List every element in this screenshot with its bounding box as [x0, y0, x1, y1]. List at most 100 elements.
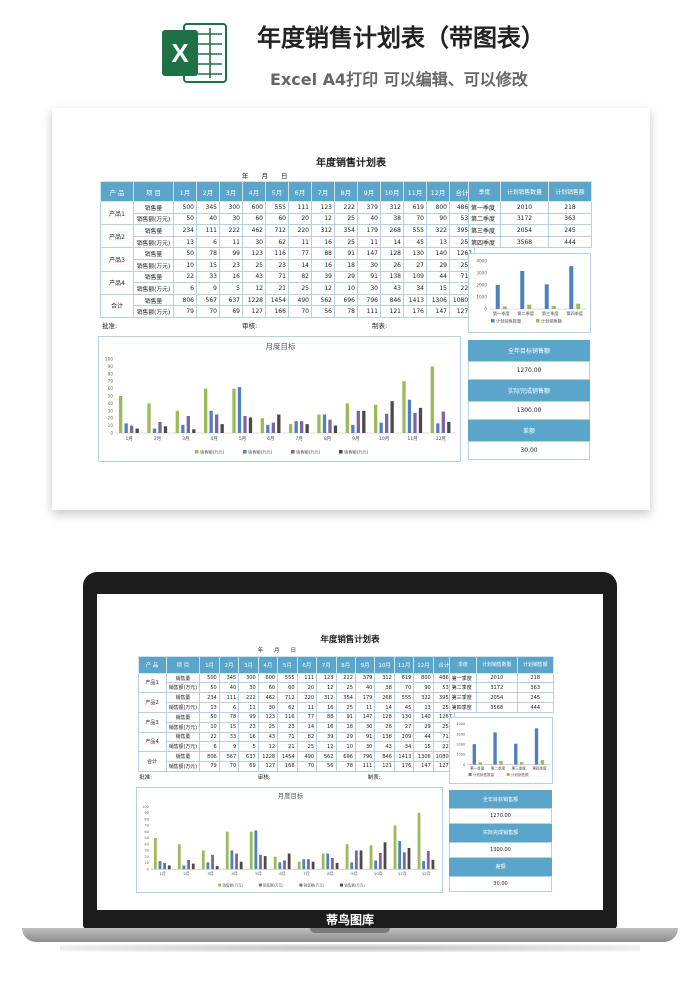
- column-header: 5月: [265, 181, 289, 202]
- prepare-label: 制表:: [367, 775, 381, 782]
- value-cell: 444: [516, 702, 554, 713]
- month-bar: [273, 856, 277, 870]
- column-header: 6月: [288, 181, 312, 202]
- column-header: 9月: [357, 181, 381, 202]
- page-header: X 年度销售计划表（带图表） Excel A4打印 可以编辑、可以修改: [0, 0, 700, 100]
- quarter-bar: [527, 304, 532, 309]
- table-row: 合计 销售量 806 567 637 1228 1454 490 562 696 796 846 141…: [100, 293, 475, 318]
- legend-label: 销售额(万元): [222, 882, 243, 887]
- y-tick-label: 20: [108, 416, 114, 421]
- x-tick-label: 9月: [351, 871, 357, 876]
- x-tick-label: 7月: [295, 436, 302, 442]
- legend-swatch: [291, 450, 295, 454]
- month-bar: [430, 366, 434, 433]
- y-tick-label: 10: [108, 423, 114, 428]
- value-cell: 2054: [500, 224, 549, 237]
- sheet-date-line: 年 月 日: [242, 172, 288, 180]
- month-bar: [356, 410, 360, 433]
- month-bar: [181, 424, 185, 433]
- value-cell: 300: [238, 672, 259, 684]
- y-tick-label: 3000: [456, 732, 466, 736]
- month-bar: [254, 830, 258, 870]
- quarter-bar: [499, 760, 503, 765]
- value-cell: 363: [548, 212, 592, 226]
- value-cell: 20: [296, 682, 318, 694]
- value-cell: 6: [196, 235, 220, 249]
- month-bar: [378, 852, 382, 870]
- month-bar: [278, 862, 282, 870]
- value-cell: 138: [374, 731, 395, 743]
- prepare-label: 制表:: [372, 322, 388, 330]
- value-cell: 128: [374, 711, 395, 723]
- quarter-bar: [551, 306, 556, 309]
- table-row: 销售额(万元) 50 40 30 60 60 20 12 25 40 38 70 90 535: [101, 212, 475, 226]
- value-cell: 43: [242, 270, 266, 284]
- value-cell: 166: [265, 305, 289, 318]
- value-cell: 345: [218, 672, 240, 684]
- value-cell: 562: [316, 751, 337, 762]
- y-tick-label: 0: [110, 431, 113, 436]
- month-bar: [163, 862, 166, 870]
- month-bar: [163, 426, 168, 433]
- table-row: 产品4 销售量 22 33 16 43 71 82 39 29 91 138 109 44 717: [137, 731, 455, 753]
- value-cell: 312: [311, 224, 335, 237]
- value-cell: 268: [380, 224, 404, 237]
- item-cell: 销售量: [133, 270, 174, 284]
- value-cell: 10: [334, 282, 358, 295]
- value-cell: 600: [242, 201, 266, 214]
- value-cell: 56: [311, 305, 335, 318]
- quarter-chart-panel: 0 1000 2000 3000 4000 第一季度 第二季度 第三季度 第四季度 计划销售数量 计…: [468, 253, 591, 333]
- month-bar: [191, 863, 195, 870]
- value-cell: 127: [257, 760, 279, 772]
- legend-label: 销售额(万元): [200, 449, 225, 456]
- month-bar: [175, 410, 179, 433]
- month-bar: [398, 840, 401, 870]
- quarter-header-row: 季度 计划销售数量 计划销售额: [448, 655, 554, 674]
- value-cell: 60: [242, 212, 266, 226]
- value-cell: 312: [380, 201, 404, 214]
- value-cell: 500: [199, 672, 220, 684]
- item-cell: 销售额(万元): [165, 721, 201, 733]
- value-cell: 30: [357, 282, 381, 295]
- y-tick-label: 0: [463, 762, 466, 766]
- difference-value: 30.00: [448, 875, 553, 892]
- target-sales-value: 1270.00: [448, 808, 553, 825]
- value-cell: 1306: [413, 751, 434, 762]
- item-cell: 销售额(万元): [133, 235, 174, 249]
- value-cell: 70: [196, 305, 220, 318]
- value-cell: 78: [196, 247, 220, 260]
- table-row: 产品3 销售量 50 78 99 123 116 77 88 91 147 128 130 140 1267: [137, 711, 455, 733]
- value-cell: 2010: [500, 201, 549, 214]
- item-cell: 销售量: [165, 731, 201, 743]
- column-header: 7月: [311, 181, 335, 202]
- value-cell: 123: [242, 247, 266, 260]
- value-cell: 116: [265, 247, 289, 260]
- month-bar: [390, 401, 394, 433]
- month-bar: [311, 861, 315, 870]
- value-cell: 25: [288, 282, 312, 295]
- y-tick-label: 80: [144, 817, 149, 821]
- quarter-bar: [495, 284, 500, 309]
- column-header: 产 品: [100, 181, 134, 202]
- value-cell: 50: [173, 212, 197, 226]
- target-sales-label: 全年目标销售额: [468, 340, 590, 361]
- sales-plan-table: 产 品项 目 1月 2月 3月 4月 5月 6月 7月 8月 9月 10月 11月 12月 合计 产品1 销售…: [100, 181, 475, 318]
- item-cell: 销售额(万元): [133, 282, 174, 295]
- column-header: 8月: [334, 181, 358, 202]
- value-cell: 268: [374, 692, 395, 704]
- value-cell: 1413: [403, 293, 427, 307]
- value-cell: 18: [334, 258, 358, 272]
- table-row: 第二季度 3172 363: [448, 682, 554, 694]
- x-tick-label: 7月: [303, 871, 309, 876]
- value-cell: 9: [196, 282, 220, 295]
- value-cell: 220: [296, 692, 318, 704]
- laptop-brand-label: 蒂鸟图库: [325, 913, 374, 927]
- month-bar: [385, 413, 389, 433]
- value-cell: 111: [354, 760, 376, 772]
- y-tick-label: 4000: [456, 722, 466, 726]
- column-header: 2月: [218, 655, 240, 674]
- month-bar: [422, 860, 425, 870]
- x-tick-label: 10月: [374, 871, 383, 876]
- value-cell: 第三季度: [468, 224, 501, 237]
- value-cell: 99: [219, 247, 243, 260]
